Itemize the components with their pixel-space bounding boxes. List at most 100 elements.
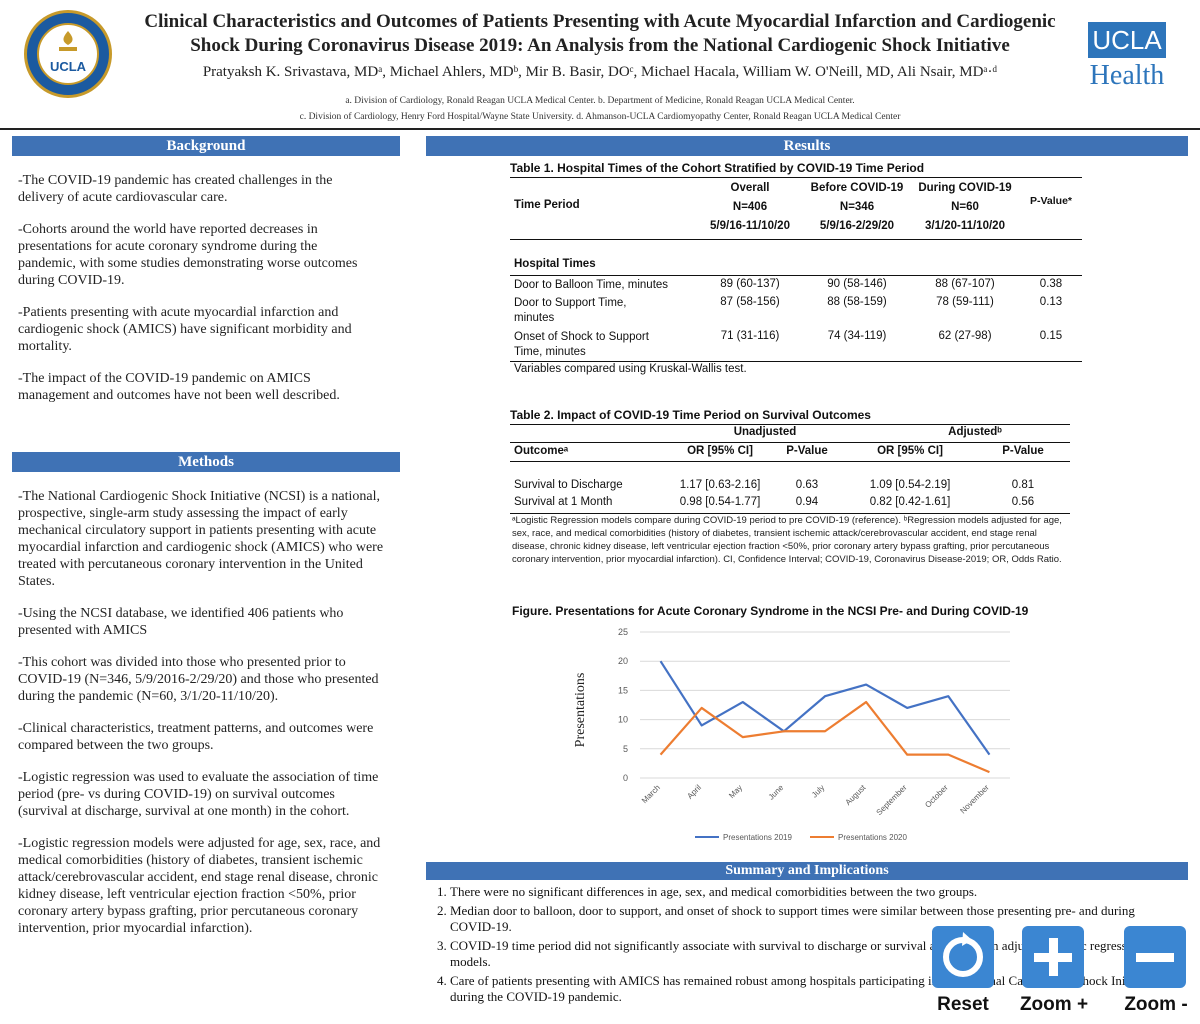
- or-header: OR [95% CI]: [877, 445, 943, 457]
- series-line-2: [659, 700, 990, 774]
- cell-p: 0.15: [1039, 330, 1063, 342]
- y-tick-label: 10: [618, 715, 628, 725]
- table-1-footnote: Variables compared using Kruskal-Wallis …: [514, 363, 747, 375]
- x-tick-label: November: [958, 783, 991, 816]
- y-tick-label: 25: [618, 627, 628, 637]
- background-heading: Background: [12, 136, 400, 156]
- col-overall-line: N=406: [732, 201, 768, 213]
- figure-title: Figure. Presentations for Acute Coronary…: [512, 604, 1029, 618]
- seal-inner: UCLA: [37, 23, 99, 85]
- methods-paragraph: -Logistic regression was used to evaluat…: [18, 770, 379, 819]
- poster-title: Clinical Characteristics and Outcomes of…: [120, 10, 1080, 58]
- affiliation-line-1: a. Division of Cardiology, Ronald Reagan…: [345, 96, 855, 106]
- table-rule: [510, 177, 1082, 178]
- cell-during: 62 (27-98): [938, 330, 992, 342]
- cell-overall: 71 (31-116): [720, 330, 780, 342]
- cell-before: 90 (58-146): [827, 278, 887, 290]
- col-before-line: N=346: [839, 201, 875, 213]
- summary-item: There were no significant differences in…: [450, 884, 1170, 900]
- table-row: Door to Balloon Time, minutes: [514, 278, 704, 293]
- x-tick-label: August: [844, 783, 869, 808]
- background-text: -The COVID-19 pandemic has created chall…: [18, 172, 368, 419]
- p-cell: 0.56: [1011, 496, 1035, 508]
- col-during-line: 3/1/20-11/10/20: [925, 220, 1005, 232]
- table-rule: [510, 275, 1082, 276]
- reset-button[interactable]: [932, 926, 994, 988]
- x-tick-label: July: [810, 783, 826, 799]
- seal-text: UCLA: [49, 59, 87, 74]
- x-tick-label: September: [875, 783, 909, 817]
- cell-overall: 89 (60-137): [720, 278, 780, 290]
- y-tick-label: 20: [618, 656, 628, 666]
- row-label-cont: Time, minutes: [514, 346, 586, 358]
- p-header: P-Value: [786, 445, 828, 457]
- reset-icon: [943, 932, 983, 977]
- table-rule: [510, 424, 1070, 425]
- background-paragraph: -The impact of the COVID-19 pandemic on …: [18, 371, 340, 403]
- methods-paragraph: -The National Cardiogenic Shock Initiati…: [18, 489, 384, 589]
- col-during-line: N=60: [951, 201, 979, 213]
- time-period-label: Time Period: [514, 199, 580, 211]
- y-tick-label: 0: [623, 773, 628, 783]
- cell-before: 74 (34-119): [827, 330, 887, 342]
- header-divider: [0, 128, 1200, 130]
- col-overall-line: 5/9/16-11/10/20: [710, 220, 790, 232]
- authors: Pratyaksh K. Srivastava, MDᵃ, Michael Ah…: [202, 64, 998, 80]
- background-paragraph: -Cohorts around the world have reported …: [18, 222, 358, 288]
- presentations-chart: Presentations 0 5 10 15 20 25 March April May Ju…: [573, 627, 1010, 842]
- zoom-in-button[interactable]: [1022, 926, 1084, 988]
- title-line-1: Clinical Characteristics and Outcomes of…: [144, 11, 1056, 32]
- plus-icon: [1034, 938, 1072, 976]
- table-rule: [510, 442, 1070, 443]
- cell-before: 88 (58-159): [827, 296, 887, 308]
- x-tick-label: October: [923, 783, 950, 810]
- methods-heading: Methods: [12, 452, 400, 472]
- col-during: During COVID-19 N=60 3/1/20-11/10/20: [910, 179, 1020, 236]
- unadjusted-group: Unadjusted: [733, 426, 797, 438]
- hospital-times-label: Hospital Times: [514, 258, 596, 270]
- ucla-health-logo-text: Health: [1089, 60, 1165, 91]
- ucla-seal-logo: UCLA: [24, 10, 112, 98]
- zoom-out-label[interactable]: Zoom -: [1124, 994, 1188, 1015]
- reset-label[interactable]: Reset: [937, 994, 989, 1015]
- x-tick-label: June: [767, 783, 786, 802]
- x-tick-label: March: [640, 783, 662, 805]
- cell-p: 0.13: [1039, 296, 1063, 308]
- outcome-cell: Survival to Discharge: [514, 479, 623, 491]
- methods-paragraph: -This cohort was divided into those who …: [18, 655, 379, 704]
- y-tick-label: 15: [618, 685, 628, 695]
- table-1-title: Table 1. Hospital Times of the Cohort St…: [510, 161, 925, 175]
- col-before-line: Before COVID-19: [810, 182, 904, 194]
- title-line-2: Shock During Coronavirus Disease 2019: A…: [190, 35, 1010, 56]
- adjusted-group: Adjustedᵇ: [948, 426, 1002, 438]
- col-during-line: During COVID-19: [918, 182, 1012, 194]
- background-paragraph: -The COVID-19 pandemic has created chall…: [18, 173, 333, 205]
- col-before-line: 5/9/16-2/29/20: [819, 220, 895, 232]
- legend-label: Presentations 2019: [723, 833, 792, 842]
- summary-item: Median door to balloon, door to support,…: [450, 903, 1170, 935]
- or-header: OR [95% CI]: [687, 445, 753, 457]
- table-rule: [510, 239, 1082, 240]
- table-row: Onset of Shock to Support Time, minutes: [514, 330, 704, 360]
- p-cell: 0.81: [1011, 479, 1035, 491]
- outcome-cell: Survival at 1 Month: [514, 496, 613, 508]
- or-cell: 0.82 [0.42-1.61]: [869, 496, 951, 508]
- methods-paragraph: -Using the NCSI database, we identified …: [18, 606, 344, 638]
- table-2-title: Table 2. Impact of COVID-19 Time Period …: [510, 408, 871, 422]
- row-label-cont: minutes: [514, 312, 555, 324]
- table-rule: [510, 461, 1070, 462]
- row-label: Onset of Shock to Support: [514, 331, 649, 343]
- cell-overall: 87 (58-156): [720, 296, 780, 308]
- or-cell: 0.98 [0.54-1.77]: [679, 496, 761, 508]
- summary-heading: Summary and Implications: [426, 862, 1188, 880]
- or-cell: 1.17 [0.63-2.16]: [679, 479, 761, 491]
- or-cell: 1.09 [0.54-2.19]: [869, 479, 951, 491]
- zoom-in-label[interactable]: Zoom +: [1019, 994, 1089, 1015]
- p-cell: 0.63: [795, 479, 819, 491]
- cell-during: 88 (67-107): [935, 278, 995, 290]
- series-line-1: [659, 660, 991, 756]
- zoom-out-button[interactable]: [1124, 926, 1186, 988]
- col-p-value: P-Value*: [1029, 195, 1073, 207]
- x-tick-label: April: [685, 783, 703, 801]
- table-rule: [510, 361, 1082, 362]
